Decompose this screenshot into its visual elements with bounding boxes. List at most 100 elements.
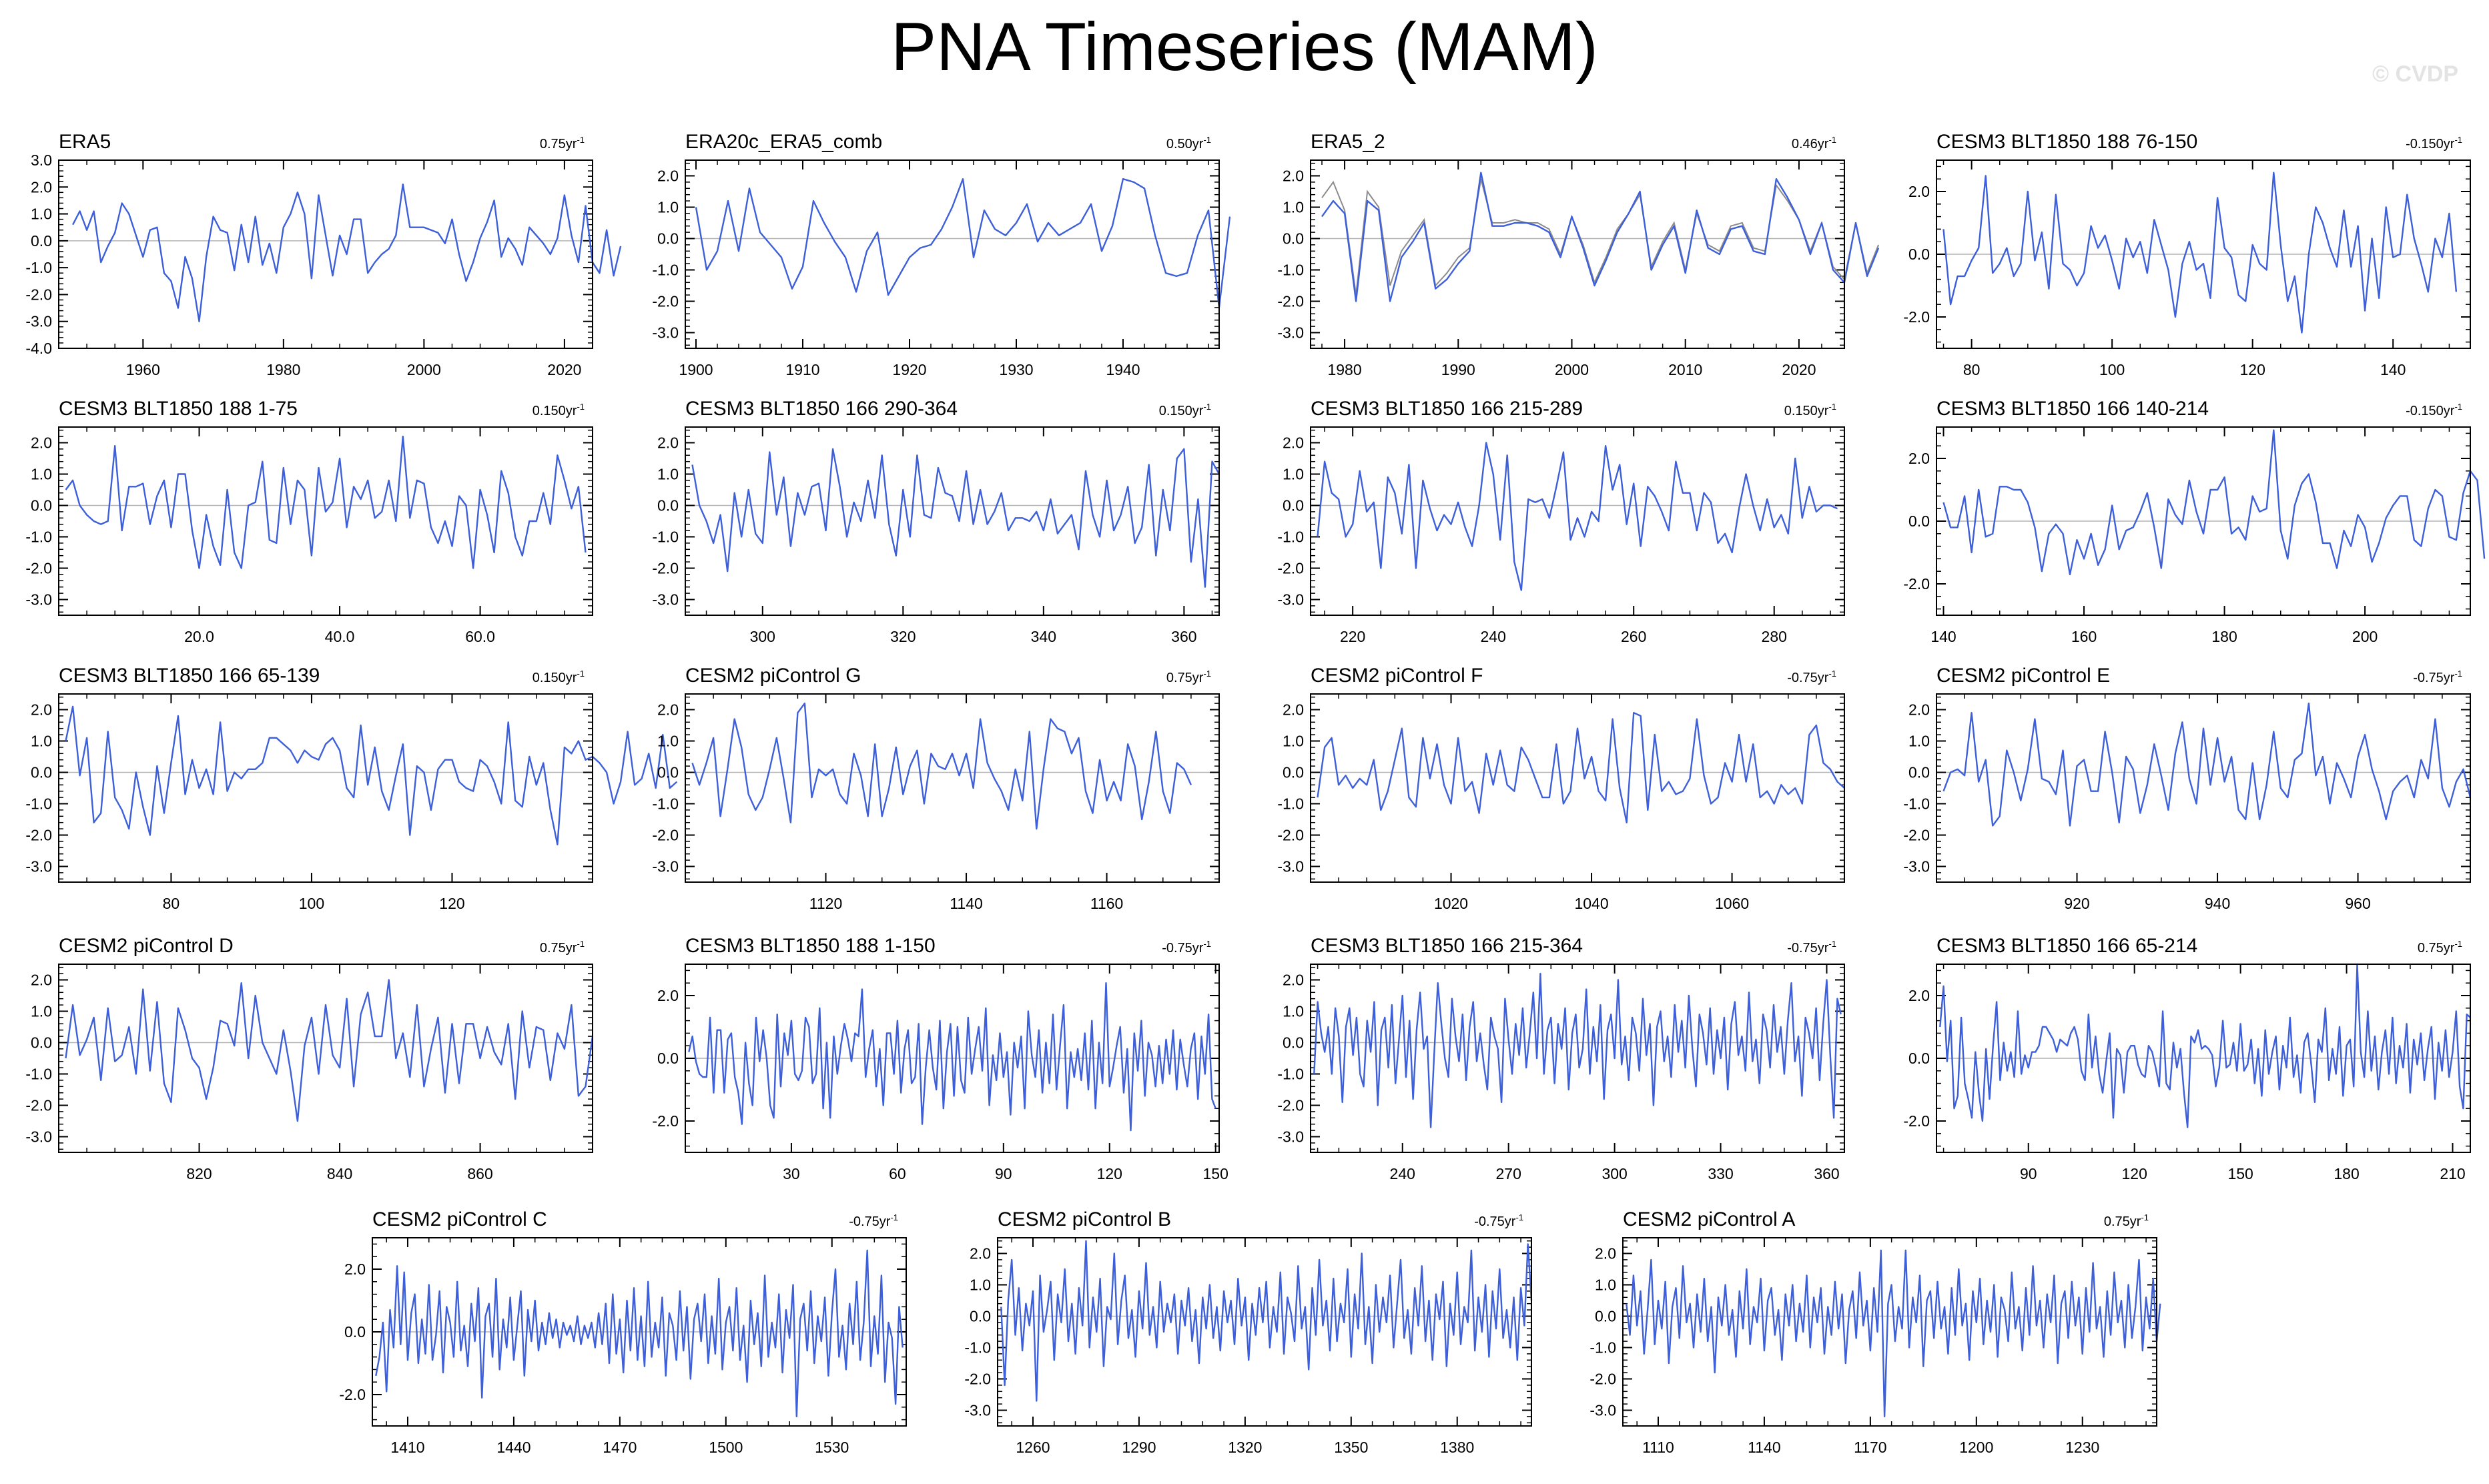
y-tick-label: 0.0 — [31, 497, 52, 514]
panel-title: CESM2 piControl G — [685, 665, 861, 687]
y-tick-label: 2.0 — [31, 701, 52, 719]
y-tick-label: -1.0 — [25, 528, 52, 546]
x-tick-label: 1960 — [126, 361, 160, 378]
x-tick-label: 140 — [1930, 628, 1956, 645]
y-tick-label: -3.0 — [25, 313, 52, 330]
panel-title: CESM2 piControl C — [372, 1208, 547, 1230]
y-tick-label: 1.0 — [31, 206, 52, 223]
y-tick-label: 2.0 — [344, 1260, 366, 1278]
x-tick-label: 80 — [163, 895, 180, 912]
x-tick-label: 90 — [995, 1165, 1012, 1182]
x-tick-label: 40.0 — [325, 628, 355, 645]
y-tick-label: 2.0 — [1283, 701, 1304, 719]
y-tick-label: 1.0 — [1283, 466, 1304, 483]
x-tick-label: 1120 — [809, 895, 842, 912]
y-tick-label: -2.0 — [25, 286, 52, 303]
y-tick-label: 2.0 — [657, 701, 679, 719]
y-tick-label: 0.0 — [657, 1050, 679, 1067]
plot-frame — [1622, 1237, 2157, 1427]
y-tick-label: 0.0 — [31, 1034, 52, 1052]
panel-trend: 0.150yr-1 — [532, 669, 585, 685]
panel-title: ERA20c_ERA5_comb — [685, 131, 882, 153]
y-tick-label: 1.0 — [1908, 733, 1930, 750]
panel-14: CESM3 BLT1850 188 1-150 -0.75yr-1 2.0 0.0 -2… — [652, 935, 1228, 1182]
x-tick-label: 120 — [439, 895, 464, 912]
y-tick-label: -2.0 — [652, 827, 679, 844]
plot-frame — [1936, 426, 2471, 616]
panel-trend: 0.150yr-1 — [1784, 402, 1836, 418]
x-tick-label: 940 — [2205, 895, 2230, 912]
y-tick-label: 0.0 — [1908, 512, 1930, 530]
y-tick-label: -2.0 — [1903, 308, 1930, 326]
x-tick-label: 180 — [2334, 1165, 2359, 1182]
x-tick-label: 120 — [2122, 1165, 2147, 1182]
series-line — [72, 183, 622, 322]
y-tick-label: -2.0 — [1277, 293, 1304, 310]
plot-frame — [1936, 159, 2471, 349]
x-tick-label: 100 — [299, 895, 324, 912]
y-tick-label: 1.0 — [657, 466, 679, 483]
y-tick-label: -3.0 — [25, 1128, 52, 1146]
x-tick-label: 1440 — [496, 1439, 530, 1456]
y-tick-label: -2.0 — [652, 560, 679, 577]
y-tick-label: 0.0 — [657, 230, 679, 248]
x-tick-label: 1200 — [1959, 1439, 1993, 1456]
x-tick-label: 1260 — [1016, 1439, 1050, 1456]
y-tick-label: 2.0 — [1908, 701, 1930, 719]
series-line — [1939, 963, 2471, 1128]
y-tick-label: -1.0 — [25, 259, 52, 276]
x-tick-label: 1230 — [2065, 1439, 2099, 1456]
y-tick-label: -2.0 — [1589, 1371, 1616, 1388]
series-line — [65, 705, 678, 845]
panel-title: ERA5 — [59, 131, 111, 153]
panel-title: CESM3 BLT1850 188 1-75 — [59, 398, 298, 420]
y-tick-label: -3.0 — [964, 1402, 991, 1419]
panel-title: CESM2 piControl A — [1623, 1208, 1795, 1230]
series-line — [1942, 429, 2486, 576]
series-line — [1626, 1249, 2161, 1418]
page-title: PNA Timeseries (MAM) — [891, 9, 1598, 85]
y-tick-label: 1.0 — [657, 733, 679, 750]
x-tick-label: 1980 — [266, 361, 300, 378]
y-tick-label: -1.0 — [1277, 262, 1304, 279]
panel-trend: -0.75yr-1 — [849, 1212, 898, 1229]
x-tick-label: 2010 — [1668, 361, 1702, 378]
panel-title: CESM2 piControl B — [998, 1208, 1171, 1230]
y-tick-label: 0.0 — [31, 232, 52, 250]
series-line — [65, 979, 594, 1122]
y-tick-label: -3.0 — [1589, 1402, 1616, 1419]
panel-trend: -0.150yr-1 — [2406, 402, 2462, 418]
plot-frame — [1310, 964, 1845, 1153]
y-tick-label: -2.0 — [25, 827, 52, 844]
x-tick-label: 60 — [889, 1165, 906, 1182]
panel-title: CESM3 BLT1850 188 76-150 — [1936, 131, 2197, 153]
y-tick-label: -2.0 — [1277, 827, 1304, 844]
x-tick-label: 360 — [1171, 628, 1196, 645]
y-tick-label: 1.0 — [1283, 733, 1304, 750]
panel-trend: -0.75yr-1 — [1787, 669, 1836, 685]
x-tick-label: 1920 — [892, 361, 926, 378]
y-tick-label: -3.0 — [25, 591, 52, 609]
plot-frame — [58, 426, 593, 616]
x-tick-label: 150 — [2227, 1165, 2253, 1182]
series-line — [1317, 442, 1838, 591]
y-tick-label: -3.0 — [1903, 858, 1930, 875]
y-tick-label: 1.0 — [657, 199, 679, 216]
plot-frame — [685, 693, 1220, 883]
panel-11: CESM2 piControl F -0.75yr-1 2.0 1.0 0.0 -1.0 -… — [1277, 665, 1845, 912]
y-tick-label: -1.0 — [1277, 1066, 1304, 1083]
y-tick-label: 0.0 — [1908, 1050, 1930, 1067]
panel-trend: 0.150yr-1 — [532, 402, 585, 418]
y-tick-label: -1.0 — [652, 795, 679, 813]
plot-frame — [997, 1237, 1532, 1427]
plot-frame — [58, 159, 593, 349]
panel-trend: 0.75yr-1 — [540, 135, 585, 151]
panel-trend: 0.75yr-1 — [2104, 1212, 2149, 1229]
panel-3: ERA5_2 0.46yr-1 2.0 1.0 0.0 -1.0 -2.0 -3.0 1980 1… — [1277, 131, 1880, 378]
plot-frame — [1936, 693, 2471, 883]
panel-title: CESM2 piControl E — [1936, 665, 2110, 687]
x-tick-label: 1140 — [1748, 1439, 1780, 1456]
x-tick-label: 1990 — [1441, 361, 1475, 378]
y-tick-label: -1.0 — [964, 1339, 991, 1357]
x-tick-label: 20.0 — [184, 628, 214, 645]
